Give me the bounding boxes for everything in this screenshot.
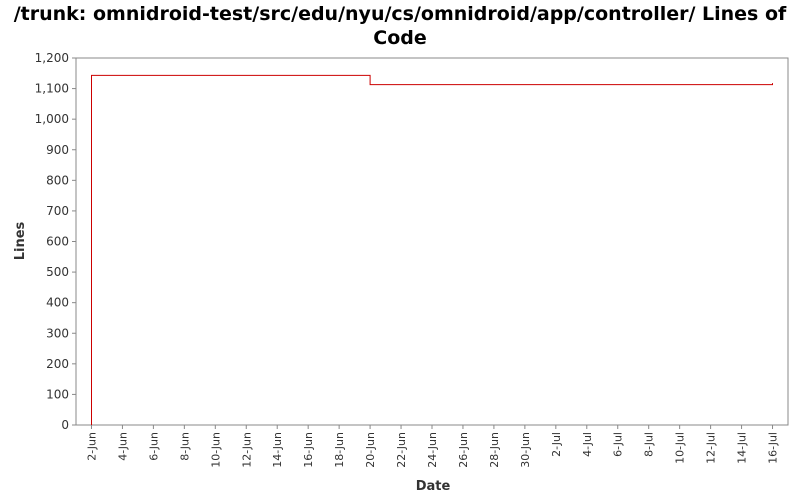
x-tick-label: 14-Jun xyxy=(271,432,284,468)
x-axis: 2-Jun 4-Jun 6-Jun 8-Jun 10-Jun 12-Jun 14-Jun 16… xyxy=(85,425,780,468)
x-tick-label: 28-Jun xyxy=(488,432,501,468)
y-tick-label: 100 xyxy=(46,387,69,401)
chart-title: /trunk: omnidroid-test/src/edu/nyu/cs/om… xyxy=(13,3,787,49)
x-tick-label: 18-Jun xyxy=(333,432,346,468)
x-tick-label: 10-Jul xyxy=(674,432,687,464)
x-tick-label: 6-Jun xyxy=(147,432,160,461)
y-tick-label: 800 xyxy=(46,173,69,187)
y-tick-label: 700 xyxy=(46,204,69,218)
y-tick-label: 400 xyxy=(46,296,69,310)
x-tick-label: 2-Jun xyxy=(85,432,98,461)
x-tick-label: 16-Jul xyxy=(767,432,780,464)
x-tick-label: 22-Jun xyxy=(395,432,408,468)
y-tick-label: 1,100 xyxy=(35,82,69,96)
series-layer xyxy=(91,74,773,425)
y-tick-label: 300 xyxy=(46,326,69,340)
y-axis: 0 100 200 300 400 500 600 700 800 900 1,000 1,100 1,… xyxy=(35,51,76,432)
x-tick-label: 14-Jul xyxy=(736,432,749,464)
y-tick-label: 1,200 xyxy=(35,51,69,65)
y-tick-label: 1,000 xyxy=(35,112,69,126)
x-tick-label: 8-Jun xyxy=(178,432,191,461)
x-tick-label: 20-Jun xyxy=(364,432,377,468)
series-line xyxy=(91,74,773,425)
y-tick-label: 600 xyxy=(46,235,69,249)
x-tick-label: 24-Jun xyxy=(426,432,439,468)
x-tick-label: 6-Jul xyxy=(612,432,625,457)
x-axis-label: Date xyxy=(416,479,451,494)
x-tick-label: 12-Jun xyxy=(240,432,253,468)
x-tick-label: 30-Jun xyxy=(519,432,532,468)
x-tick-label: 4-Jun xyxy=(116,432,129,461)
y-tick-label: 0 xyxy=(61,418,69,432)
y-tick-label: 500 xyxy=(46,265,69,279)
y-axis-label: Lines xyxy=(13,221,28,260)
x-tick-label: 2-Jul xyxy=(550,432,563,457)
x-tick-label: 12-Jul xyxy=(705,432,718,464)
x-tick-label: 16-Jun xyxy=(302,432,315,468)
y-tick-label: 900 xyxy=(46,143,69,157)
plot-area-border xyxy=(75,57,789,426)
y-tick-label: 200 xyxy=(46,357,69,371)
x-tick-label: 26-Jun xyxy=(457,432,470,468)
x-tick-label: 10-Jun xyxy=(209,432,222,468)
x-tick-label: 4-Jul xyxy=(581,432,594,457)
x-tick-label: 8-Jul xyxy=(643,432,656,457)
